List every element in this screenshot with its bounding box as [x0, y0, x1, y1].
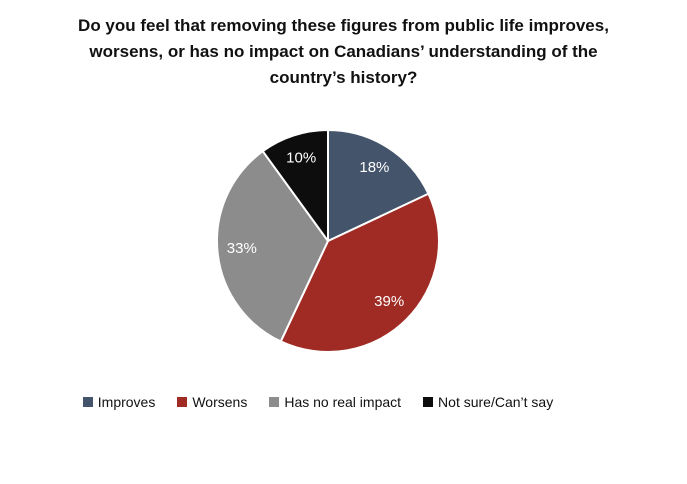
slice-label: 18% [359, 159, 389, 176]
legend-swatch-icon [423, 397, 434, 407]
legend-item-worsens: Worsens [177, 394, 247, 410]
legend-item-improves: Improves [82, 394, 156, 410]
pie-slice-improves [327, 129, 430, 242]
legend-swatch-icon [82, 397, 93, 407]
legend-swatch-icon [177, 397, 188, 407]
legend-item-has-no-real-impact: Has no real impact [269, 394, 401, 410]
legend-label: Improves [97, 394, 156, 410]
chart-legend: Improves Worsens Has no real impact Not sur… [0, 394, 636, 410]
pie-slice-not-sure-can-t-say [261, 129, 329, 242]
pie-chart: 18% 39% 33% 10% [216, 129, 440, 353]
slice-label: 33% [227, 240, 257, 257]
slice-label: 10% [286, 150, 316, 167]
pie-slice-worsens [279, 192, 440, 353]
legend-label: Worsens [192, 394, 248, 410]
chart-title: Do you feel that removing these figures … [0, 13, 687, 91]
legend-item-not-sure-can-t-say: Not sure/Can’t say [423, 394, 553, 410]
legend-swatch-icon [269, 397, 280, 407]
chart-title-line: country’s history? [269, 68, 418, 87]
slice-label: 39% [374, 293, 404, 310]
pie-slice-has-no-real-impact [216, 150, 329, 343]
chart-title-line: Do you feel that removing these figures … [78, 16, 609, 35]
legend-label: Has no real impact [284, 394, 402, 410]
chart-title-line: worsens, or has no impact on Canadians’ … [89, 42, 598, 61]
legend-label: Not sure/Can’t say [438, 394, 554, 410]
